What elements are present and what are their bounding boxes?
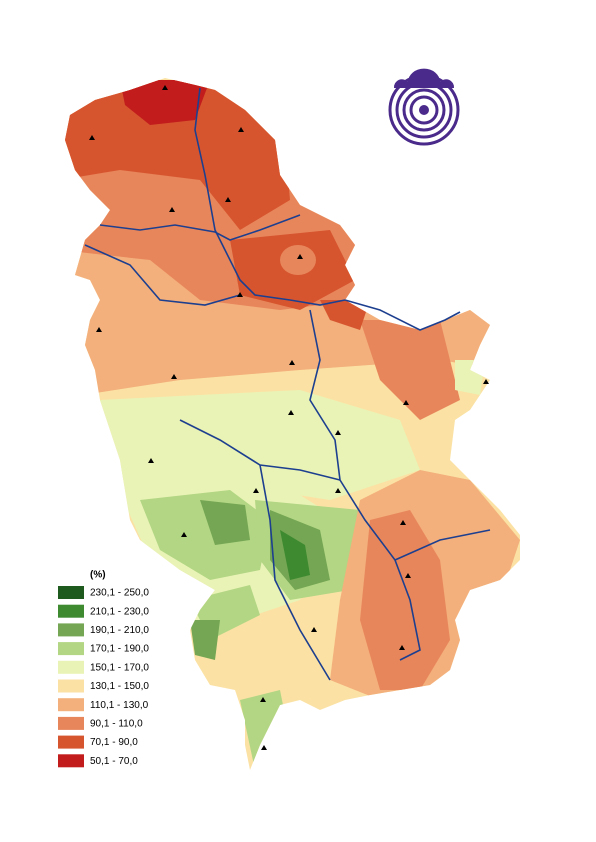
- legend-swatch: [58, 735, 84, 749]
- logo-ring: [402, 88, 446, 132]
- logo-crown: [393, 68, 455, 88]
- legend-swatch: [58, 660, 84, 674]
- legend-label: 150,1 - 170,0: [90, 662, 149, 673]
- legend-label: 170,1 - 190,0: [90, 644, 149, 655]
- legend-title: (%): [90, 570, 106, 581]
- river: [99, 214, 301, 241]
- zone: [280, 245, 316, 275]
- legend-swatch: [58, 586, 84, 599]
- legend-label: 130,1 - 150,0: [90, 681, 149, 692]
- zone: [320, 300, 370, 330]
- legend-label: 70,1 - 90,0: [90, 737, 138, 748]
- river: [259, 464, 331, 681]
- legend-label: 190,1 - 210,0: [90, 625, 149, 636]
- legend-label: 90,1 - 110,0: [90, 719, 143, 730]
- logo-center: [419, 105, 429, 115]
- zone: [200, 500, 250, 545]
- logo-ring: [388, 74, 460, 146]
- legend-swatch: [58, 716, 84, 730]
- legend: (%) 230,1 - 250,0 210,1 - 230,0 190,1 - 21…: [58, 570, 149, 768]
- river: [344, 299, 461, 331]
- zone: [280, 530, 310, 580]
- river: [194, 87, 346, 306]
- logo: [388, 68, 460, 146]
- river: [309, 309, 421, 661]
- legend-label: 230,1 - 250,0: [90, 588, 149, 599]
- river: [84, 244, 241, 306]
- legend-label: 110,1 - 130,0: [90, 700, 149, 711]
- rivers: [84, 87, 491, 681]
- legend-swatch: [58, 698, 84, 712]
- legend-label: 50,1 - 70,0: [90, 756, 138, 767]
- river: [394, 529, 491, 561]
- legend-label: 210,1 - 230,0: [90, 606, 149, 617]
- legend-swatch: [58, 642, 84, 656]
- zone: [65, 80, 290, 230]
- zone: [145, 190, 195, 230]
- zone: [360, 510, 450, 690]
- zone: [360, 320, 460, 420]
- zone: [190, 620, 220, 660]
- zone: [455, 360, 485, 395]
- logo-ring: [409, 95, 439, 125]
- zone: [120, 80, 210, 125]
- legend-swatch: [58, 623, 84, 637]
- legend-swatch: [58, 754, 84, 768]
- legend-swatch: [58, 604, 84, 618]
- legend-swatch: [58, 679, 84, 693]
- logo-ring: [395, 81, 453, 139]
